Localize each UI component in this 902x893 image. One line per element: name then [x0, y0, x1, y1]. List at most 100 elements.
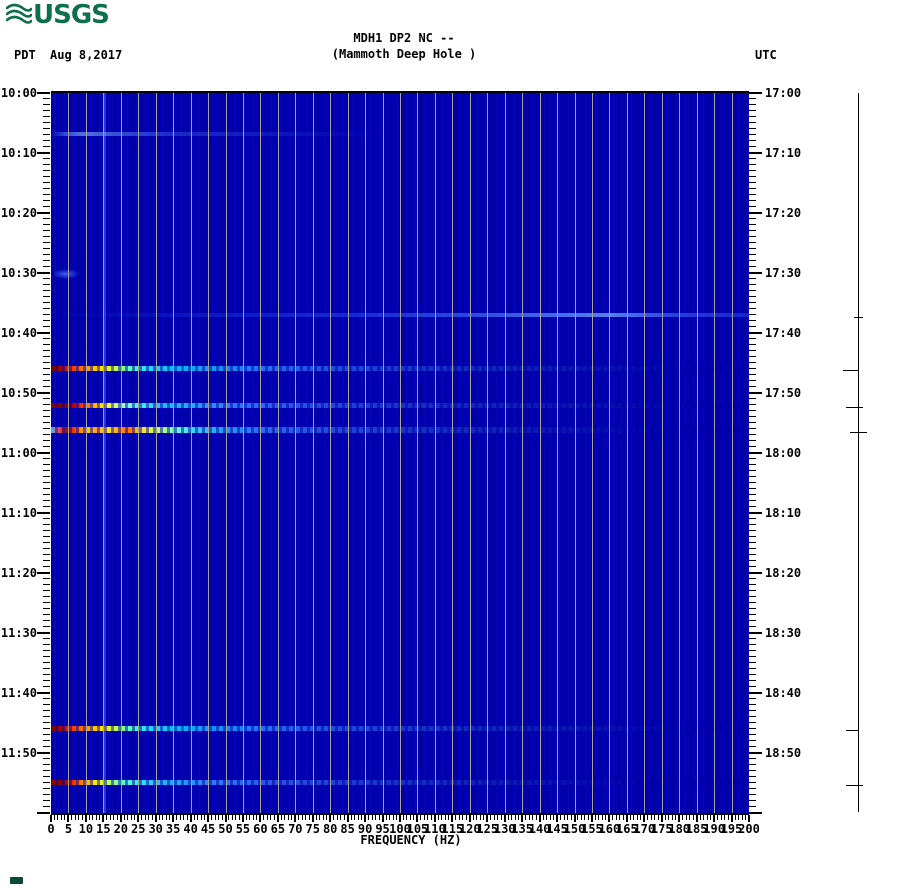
freq-tick-label: 195	[720, 822, 743, 836]
right-time-tick	[749, 476, 756, 477]
left-time-tick	[43, 320, 50, 321]
gridline-80hz	[330, 93, 332, 813]
gridline-140hz	[539, 93, 541, 813]
freq-tick	[433, 815, 436, 822]
right-time-tick	[749, 104, 756, 105]
left-time-tick	[43, 338, 50, 339]
freq-tick	[629, 815, 631, 820]
left-time-tick	[43, 608, 50, 609]
spectrogram-plot[interactable]	[51, 91, 749, 815]
right-time-label: 18:20	[765, 566, 802, 580]
left-time-tick	[43, 104, 50, 105]
freq-tick	[231, 815, 233, 820]
freq-tick	[389, 815, 391, 820]
scalebar-tick-1856	[846, 784, 863, 786]
freq-tick	[660, 815, 663, 822]
gridline-60hz	[260, 93, 262, 813]
freq-tick-label: 35	[165, 822, 181, 836]
freq-tick	[675, 815, 677, 820]
freq-tick	[730, 815, 733, 822]
freq-tick-label: 85	[340, 822, 355, 836]
freq-tick	[200, 815, 202, 820]
left-time-tick	[43, 494, 50, 495]
left-time-tick	[43, 416, 50, 417]
freq-tick	[340, 815, 342, 820]
freq-tick	[102, 815, 105, 822]
left-time-tick	[43, 380, 50, 381]
freq-tick-label: 10	[78, 822, 94, 836]
left-time-label: 10:00	[0, 86, 37, 100]
freq-tick	[556, 815, 559, 822]
left-time-tick	[43, 368, 50, 369]
left-time-tick	[43, 386, 50, 387]
freq-tick	[625, 815, 628, 822]
gridline-145hz	[557, 93, 559, 813]
left-time-tick	[43, 224, 50, 225]
usgs-logo-text: USGS	[33, 0, 110, 30]
left-time-tick	[43, 794, 50, 795]
left-time-tick	[43, 680, 50, 681]
freq-tick	[409, 815, 411, 820]
freq-tick	[308, 815, 310, 820]
left-time-tick	[43, 194, 50, 195]
gridline-35hz	[173, 93, 175, 813]
freq-tick	[423, 815, 425, 820]
right-time-tick	[749, 566, 756, 567]
freq-tick	[643, 815, 646, 822]
freq-tick-label: 135	[511, 822, 533, 836]
right-time-tick	[749, 620, 756, 621]
freq-tick	[238, 815, 240, 820]
right-time-tick	[749, 752, 762, 754]
freq-tick	[64, 815, 66, 820]
left-time-tick	[43, 284, 50, 285]
right-time-tick	[749, 602, 756, 603]
gridline-25hz	[138, 93, 140, 813]
left-time-tick	[43, 404, 50, 405]
freq-tick	[263, 815, 265, 820]
right-time-tick	[749, 176, 756, 177]
freq-tick	[315, 815, 317, 820]
freq-tick	[322, 815, 324, 820]
left-time-tick	[43, 734, 50, 735]
freq-tick	[598, 815, 600, 820]
freq-tick	[385, 815, 387, 820]
right-time-tick	[749, 572, 762, 574]
left-time-tick	[43, 398, 50, 399]
freq-tick	[577, 815, 579, 820]
freq-tick	[455, 815, 457, 820]
gridline-95hz	[382, 93, 384, 813]
left-time-tick	[43, 656, 50, 657]
freq-tick-label: 170	[633, 822, 656, 836]
freq-tick	[671, 815, 673, 820]
left-time-tick	[43, 638, 50, 639]
left-time-tick	[43, 128, 50, 129]
freq-tick	[197, 815, 199, 820]
right-time-label: 17:50	[765, 386, 802, 400]
freq-tick	[710, 815, 712, 820]
freq-tick	[78, 815, 80, 820]
freq-tick	[154, 815, 157, 822]
left-time-tick	[43, 326, 50, 327]
freq-tick	[500, 815, 502, 820]
right-time-tick	[749, 458, 756, 459]
freq-tick	[176, 815, 178, 820]
gridline-45hz	[208, 93, 210, 813]
freq-tick	[430, 815, 432, 820]
right-time-tick	[749, 776, 756, 777]
scalebar-tick-1737	[854, 316, 863, 318]
freq-tick	[472, 815, 474, 820]
right-time-label: 18:10	[765, 506, 802, 520]
gridline-160hz	[609, 93, 611, 813]
right-time-label: 17:20	[765, 206, 802, 220]
gridline-175hz	[661, 93, 663, 813]
freq-tick	[158, 815, 160, 820]
gridline-15hz	[103, 93, 105, 813]
freq-tick	[214, 815, 216, 820]
gridline-20hz	[120, 93, 122, 813]
frequency-axis-label: FREQUENCY (HZ)	[360, 833, 462, 847]
freq-tick	[483, 815, 485, 820]
freq-tick	[88, 815, 90, 820]
left-time-tick	[43, 770, 50, 771]
usgs-waves-icon	[5, 3, 33, 27]
freq-tick	[406, 815, 408, 820]
